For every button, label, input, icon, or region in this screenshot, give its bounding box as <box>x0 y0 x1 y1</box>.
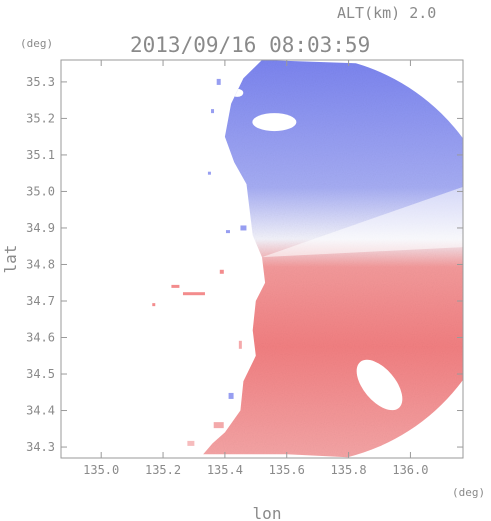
y-tick-label: 34.8 <box>26 257 55 271</box>
x-tick-label: 135.4 <box>207 463 243 477</box>
echo-speck <box>238 340 242 349</box>
y-tick-label: 34.5 <box>26 367 55 381</box>
y-tick-label: 35.3 <box>26 75 55 89</box>
echo-gap <box>252 113 297 132</box>
y-axis-label: lat <box>1 245 20 274</box>
y-tick-label: 35.2 <box>26 111 55 125</box>
echo-speck <box>207 171 211 175</box>
altitude-label: ALT(km) 2.0 <box>337 4 436 22</box>
echo-gap <box>356 359 403 411</box>
echo-speck <box>187 440 195 446</box>
y-unit-label: (deg) <box>20 37 53 50</box>
x-tick-label: 135.6 <box>269 463 305 477</box>
echo-speck <box>219 269 224 274</box>
echo-speck <box>228 392 234 399</box>
echo-area <box>203 60 463 458</box>
echo-speck <box>213 422 224 429</box>
y-tick-label: 34.3 <box>26 440 55 454</box>
x-tick-label: 135.0 <box>83 463 119 477</box>
echo-speck <box>240 225 247 231</box>
timestamp-title: 2013/09/16 08:03:59 <box>130 33 370 57</box>
x-unit-label: (deg) <box>452 486 485 499</box>
x-tick-label: 135.2 <box>145 463 181 477</box>
echo-speck <box>171 284 180 288</box>
x-axis-label: lon <box>253 504 282 521</box>
plot-frame <box>60 59 464 459</box>
y-tick-label: 34.4 <box>26 404 55 418</box>
echo-speck <box>216 78 221 85</box>
x-tick-label: 136.0 <box>392 463 428 477</box>
y-tick-label: 35.1 <box>26 148 55 162</box>
x-axis: 135.0 135.2 135.4 135.6 135.8 136.0 <box>83 60 428 477</box>
echo-speck <box>225 230 230 234</box>
y-tick-label: 34.9 <box>26 221 55 235</box>
radar-echo-field <box>152 60 463 458</box>
echo-gap <box>231 88 244 97</box>
echo-speck <box>211 109 215 114</box>
echo-speck <box>182 292 205 296</box>
echo-speck <box>152 303 156 307</box>
y-tick-label: 35.0 <box>26 184 55 198</box>
y-tick-label: 34.6 <box>26 331 55 345</box>
zero-velocity-band <box>262 185 463 258</box>
x-tick-label: 135.8 <box>331 463 367 477</box>
y-tick-label: 34.7 <box>26 294 55 308</box>
y-axis: 34.3 34.4 34.5 34.6 34.7 34.8 34.9 35.0 35.1 35.2… <box>26 75 463 454</box>
